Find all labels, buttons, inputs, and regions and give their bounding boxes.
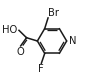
Text: F: F <box>38 64 44 74</box>
Text: N: N <box>69 36 76 46</box>
Text: HO: HO <box>2 25 18 35</box>
Text: O: O <box>16 47 24 57</box>
Text: Br: Br <box>48 7 59 17</box>
